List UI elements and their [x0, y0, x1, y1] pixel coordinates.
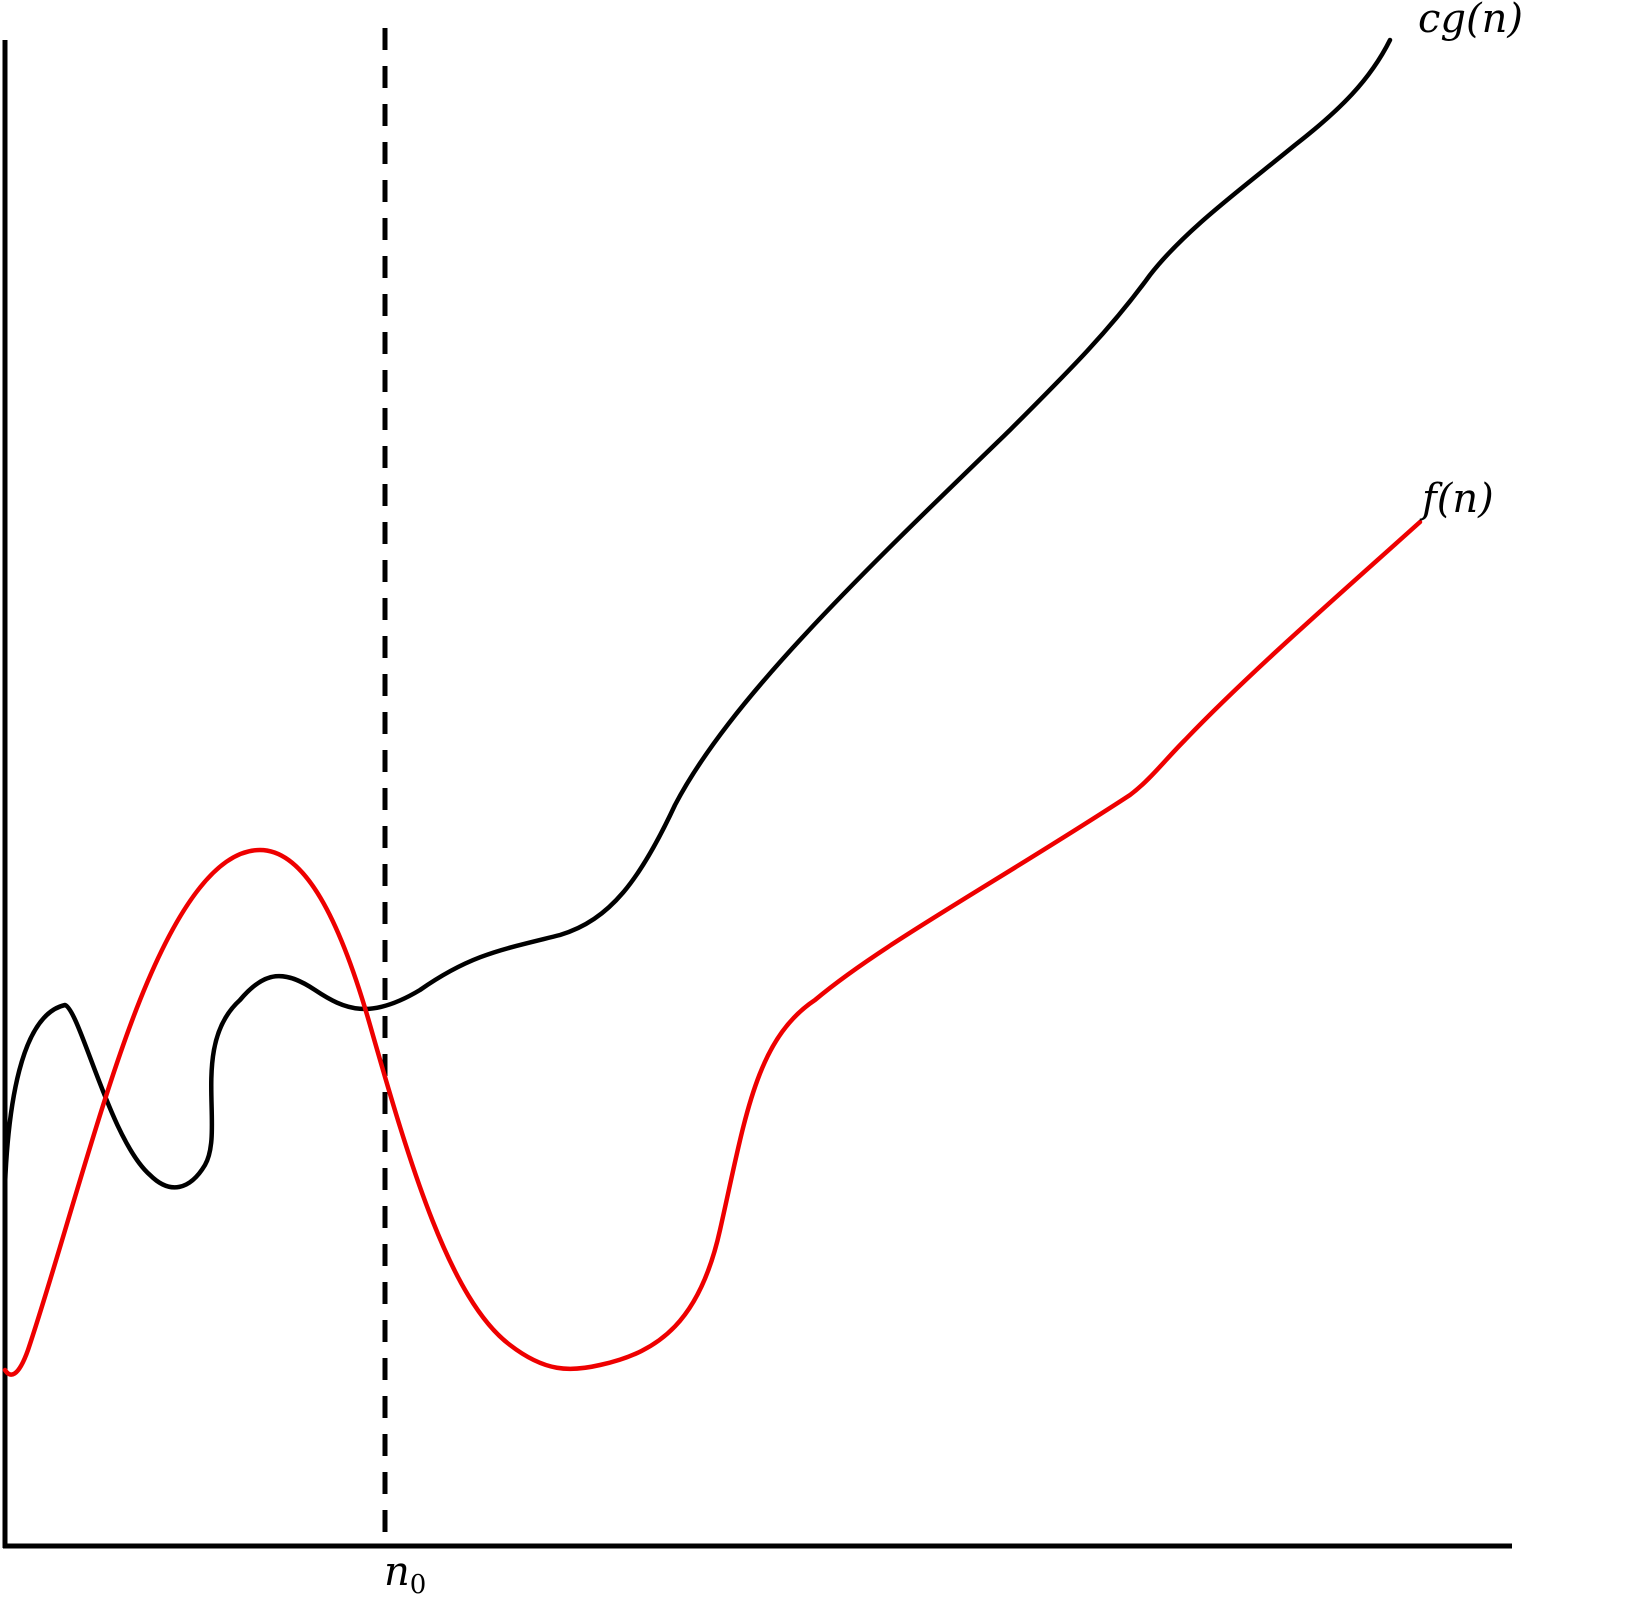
threshold-label-sub: 0 [410, 1570, 427, 1597]
upper-curve-label: cg(n) [1418, 0, 1523, 42]
lower-curve-f [2, 519, 1423, 1377]
threshold-label: n0 [384, 1549, 426, 1597]
upper-curve-cg [2, 37, 1393, 1190]
threshold-label-main: n [384, 1549, 410, 1595]
lower-curve-label: f(n) [1419, 476, 1494, 522]
